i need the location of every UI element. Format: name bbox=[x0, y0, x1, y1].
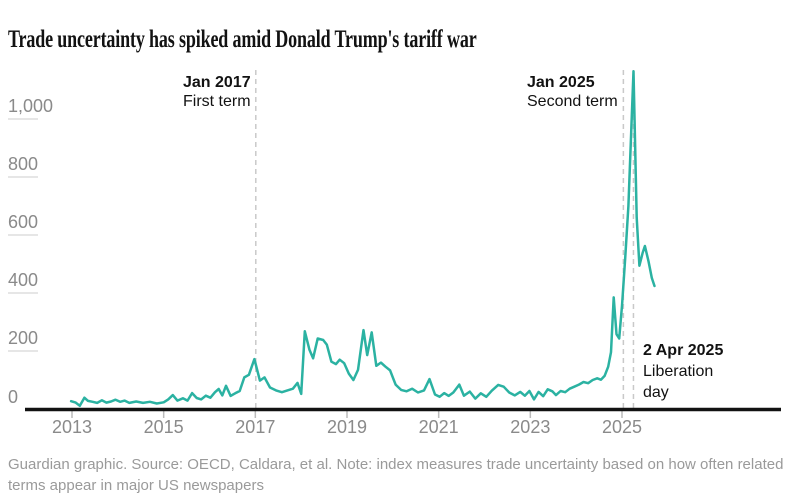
x-axis: 2013 2015 2017 2019 2021 2023 2025 bbox=[52, 410, 642, 437]
y-tick-label: 1,000 bbox=[8, 96, 53, 116]
x-tick-label: 2013 bbox=[52, 417, 92, 437]
x-tick-label: 2025 bbox=[602, 417, 642, 437]
annotation-date: Jan 2025 bbox=[527, 74, 595, 91]
trade-uncertainty-line bbox=[69, 69, 656, 408]
annotation-label: Liberation day bbox=[643, 363, 714, 401]
x-tick-label: 2015 bbox=[144, 417, 184, 437]
annotation-second-term: Jan 2025 Second term bbox=[527, 73, 618, 111]
y-tick-label: 800 bbox=[8, 154, 38, 174]
y-tick-label: 200 bbox=[8, 328, 38, 348]
x-tick-label: 2017 bbox=[235, 417, 275, 437]
annotation-first-term: Jan 2017 First term bbox=[183, 73, 251, 111]
annotation-label: Second term bbox=[527, 93, 618, 110]
annotation-date: Jan 2017 bbox=[183, 74, 251, 91]
annotation-liberation-day: 2 Apr 2025 Liberation day bbox=[643, 340, 743, 403]
chart-title: Trade uncertainty has spiked amid Donald… bbox=[8, 25, 477, 53]
y-axis: 0 200 400 600 800 1,000 bbox=[8, 96, 53, 407]
x-tick-label: 2023 bbox=[510, 417, 550, 437]
source-note: Guardian graphic. Source: OECD, Caldara,… bbox=[8, 456, 784, 494]
event-lines bbox=[255, 70, 635, 408]
x-tick-label: 2021 bbox=[419, 417, 459, 437]
y-tick-label: 600 bbox=[8, 212, 38, 232]
x-tick-label: 2019 bbox=[327, 417, 367, 437]
y-tick-label: 400 bbox=[8, 270, 38, 290]
annotation-label: First term bbox=[183, 93, 251, 110]
annotation-date: 2 Apr 2025 bbox=[643, 342, 724, 359]
y-tick-label: 0 bbox=[8, 387, 18, 407]
